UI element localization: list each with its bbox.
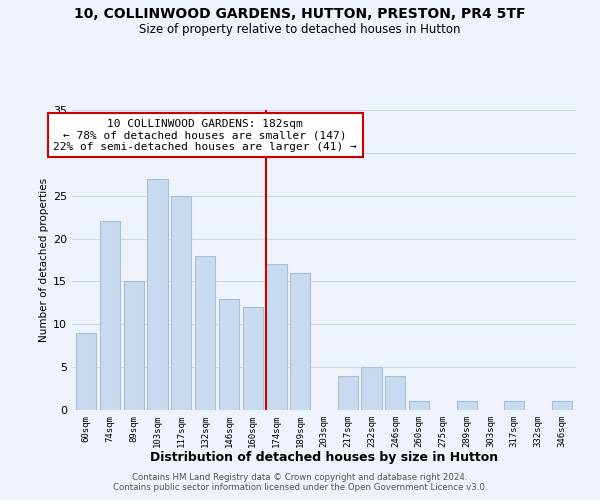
Text: Contains HM Land Registry data © Crown copyright and database right 2024.
Contai: Contains HM Land Registry data © Crown c… xyxy=(113,473,487,492)
Bar xyxy=(457,402,477,410)
Bar xyxy=(504,402,524,410)
Bar xyxy=(266,264,287,410)
Bar xyxy=(242,307,263,410)
Bar xyxy=(338,376,358,410)
Bar xyxy=(100,222,120,410)
Bar xyxy=(551,402,572,410)
Bar xyxy=(76,333,97,410)
Bar xyxy=(171,196,191,410)
Bar xyxy=(409,402,429,410)
Bar xyxy=(148,178,167,410)
Text: 10, COLLINWOOD GARDENS, HUTTON, PRESTON, PR4 5TF: 10, COLLINWOOD GARDENS, HUTTON, PRESTON,… xyxy=(74,8,526,22)
Bar xyxy=(385,376,406,410)
Text: 10 COLLINWOOD GARDENS: 182sqm
← 78% of detached houses are smaller (147)
22% of : 10 COLLINWOOD GARDENS: 182sqm ← 78% of d… xyxy=(53,118,357,152)
Bar xyxy=(195,256,215,410)
Bar xyxy=(290,273,310,410)
Text: Distribution of detached houses by size in Hutton: Distribution of detached houses by size … xyxy=(150,451,498,464)
Y-axis label: Number of detached properties: Number of detached properties xyxy=(39,178,49,342)
Bar xyxy=(219,298,239,410)
Bar xyxy=(361,367,382,410)
Text: Size of property relative to detached houses in Hutton: Size of property relative to detached ho… xyxy=(139,22,461,36)
Bar xyxy=(124,282,144,410)
